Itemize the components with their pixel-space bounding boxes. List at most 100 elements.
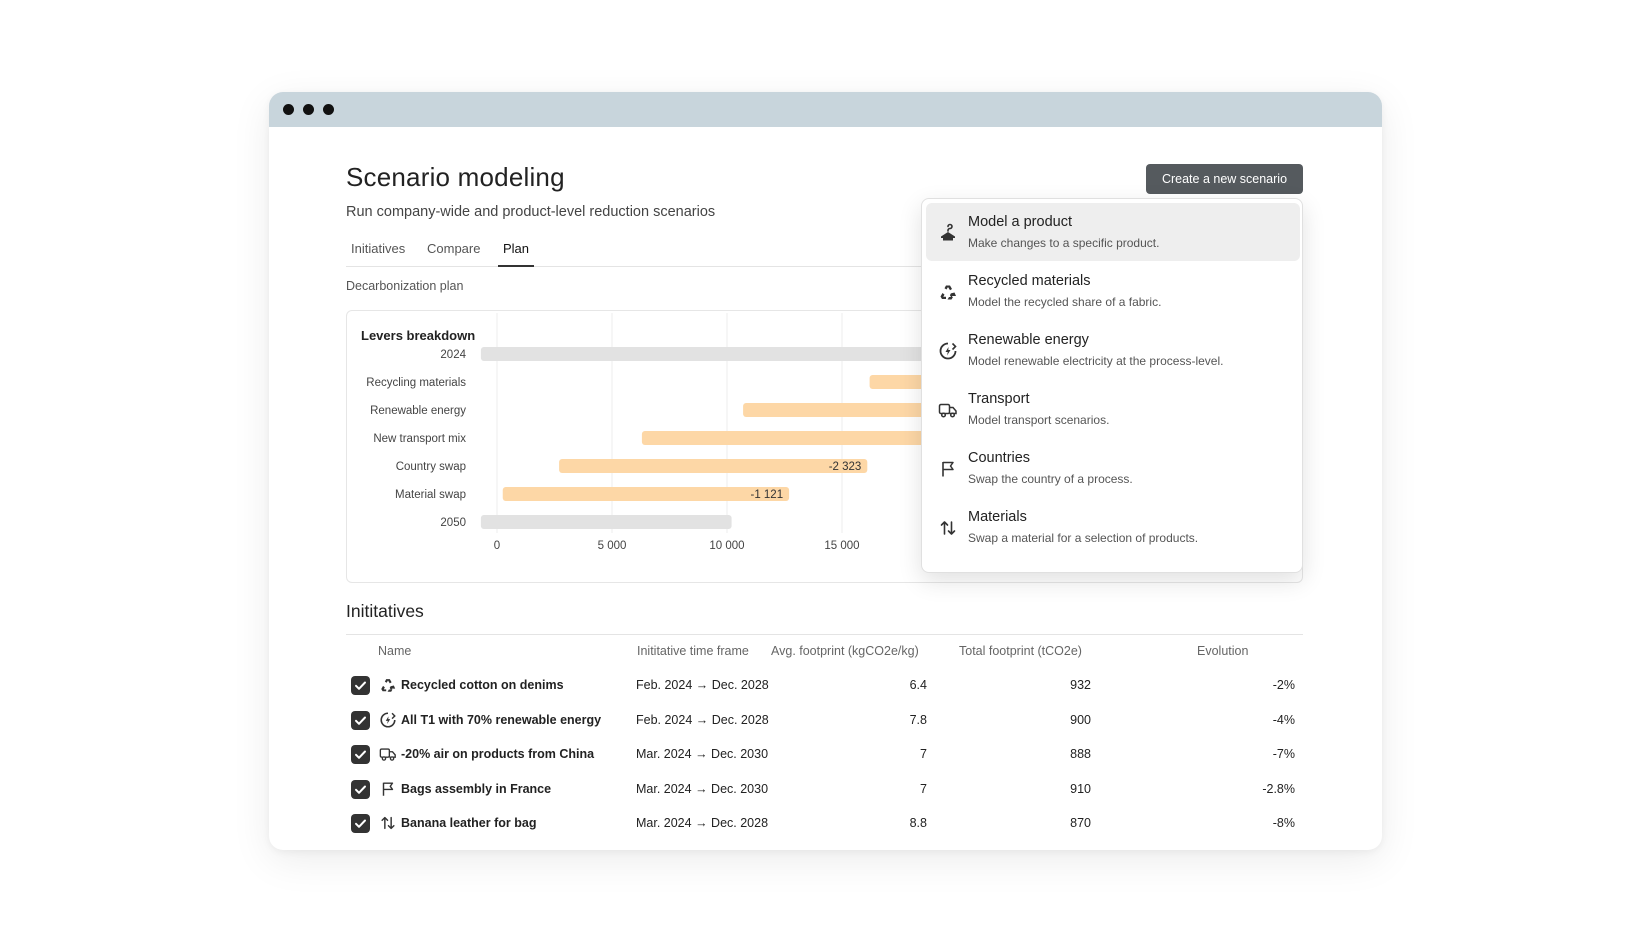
window-minimize-dot[interactable] (303, 104, 314, 115)
chart-category-label: Renewable energy (370, 405, 466, 417)
chart-tick-label: 5 000 (598, 540, 627, 552)
menu-item-title: Renewable energy (968, 332, 1089, 348)
menu-item-materials[interactable]: Materials Swap a material for a selection… (926, 498, 1300, 556)
table-row[interactable]: Banana leather for bag Mar. 2024 → Dec. 2… (346, 807, 1303, 843)
scenario-type-menu: Model a product Make changes to a specifi… (921, 198, 1303, 573)
column-header-name[interactable]: Name (378, 644, 412, 658)
row-checkbox[interactable] (351, 814, 370, 834)
initiative-name[interactable]: -20% air on products from China (401, 747, 595, 762)
menu-item-description: Swap the country of a process. (968, 472, 1133, 486)
row-checkbox[interactable] (351, 710, 370, 730)
tab-plan[interactable]: Plan (498, 237, 535, 267)
tab-bar: Initiatives Compare Plan (346, 237, 1303, 267)
flag-icon (938, 459, 958, 479)
chart-tick-label: 0 (494, 540, 500, 552)
initiative-timeframe: Mar. 2024 → Dec. 2030 (636, 781, 769, 796)
avg-footprint: 8.8 (909, 816, 927, 831)
chart-tick-label: 10 000 (709, 540, 744, 552)
evolution: -4% (1272, 712, 1295, 727)
recycle-icon (938, 282, 958, 302)
hanger-icon (938, 223, 958, 243)
flag-icon (379, 780, 397, 798)
initiative-timeframe: Feb. 2024 → Dec. 2028 (636, 678, 769, 692)
chart-category-label: Recycling materials (366, 377, 466, 389)
avg-footprint: 7 (920, 747, 927, 762)
chart-bar (502, 487, 790, 501)
renewable-energy-icon (938, 341, 958, 361)
chart-category-label: Material swap (395, 489, 466, 501)
tab-initiatives[interactable]: Initiatives (351, 241, 406, 256)
menu-item-transport[interactable]: Transport Model transport scenarios. (926, 380, 1300, 438)
swap-arrows-icon (938, 518, 958, 538)
initiative-name[interactable]: Banana leather for bag (401, 816, 537, 831)
chart-category-label: Country swap (396, 461, 466, 473)
menu-item-title: Model a product (968, 214, 1072, 230)
total-footprint: 932 (1070, 678, 1091, 692)
chart-data-label: -1 121 (750, 489, 783, 501)
app-window: Scenario modeling Run company-wide and p… (269, 92, 1382, 850)
chart-canvas: 2024 Recycling materials Renewable energy N… (366, 313, 957, 552)
initiative-name[interactable]: All T1 with 70% renewable energy (401, 712, 602, 727)
menu-item-description: Model the recycled share of a fabric. (968, 295, 1162, 309)
section-label: Decarbonization plan (346, 279, 464, 293)
total-footprint: 870 (1070, 816, 1091, 831)
chart-bar (743, 403, 957, 417)
initiative-timeframe: Mar. 2024 → Dec. 2030 (636, 747, 769, 762)
menu-item-title: Recycled materials (968, 273, 1091, 289)
evolution: -2.8% (1262, 781, 1295, 796)
row-checkbox[interactable] (351, 779, 370, 799)
menu-item-title: Countries (968, 450, 1031, 466)
evolution: -2% (1272, 678, 1295, 692)
table-row[interactable]: -20% air on products from China Mar. 2024… (346, 738, 1303, 774)
initiative-name[interactable]: Recycled cotton on denims (401, 678, 564, 692)
column-header-timeframe[interactable]: Inititative time frame (637, 644, 749, 658)
column-header-avg-footprint[interactable]: Avg. footprint (kgCO2e/kg) (771, 644, 919, 658)
menu-item-description: Swap a material for a selection of produ… (968, 531, 1199, 545)
column-header-total-footprint[interactable]: Total footprint (tCO2e) (959, 644, 1082, 658)
table-row[interactable]: Bags assembly in France Mar. 2024 → Dec. … (346, 773, 1303, 809)
table-row[interactable]: All T1 with 70% renewable energy Feb. 202… (346, 704, 1303, 740)
recycle-icon (379, 676, 397, 694)
chart-bar (559, 459, 868, 473)
avg-footprint: 7.8 (909, 712, 927, 727)
create-scenario-button[interactable]: Create a new scenario (1146, 164, 1303, 194)
column-header-evolution[interactable]: Evolution (1197, 644, 1249, 658)
total-footprint: 888 (1070, 747, 1091, 762)
initiatives-table-divider (346, 634, 1303, 635)
total-footprint: 910 (1070, 781, 1091, 796)
chart-tick-label: 15 000 (824, 540, 859, 552)
menu-item-model-a-product[interactable]: Model a product Make changes to a specifi… (926, 203, 1300, 261)
initiative-timeframe: Mar. 2024 → Dec. 2028 (636, 816, 769, 831)
tab-compare[interactable]: Compare (427, 241, 481, 256)
menu-item-renewable-energy[interactable]: Renewable energy Model renewable electric… (926, 321, 1300, 379)
total-footprint: 900 (1070, 712, 1091, 727)
menu-item-description: Model transport scenarios. (968, 413, 1110, 427)
initiative-name[interactable]: Bags assembly in France (401, 781, 552, 796)
row-checkbox[interactable] (351, 676, 370, 695)
chart-title: Levers breakdown (361, 328, 476, 343)
truck-icon (379, 745, 397, 763)
initiative-timeframe: Feb. 2024 → Dec. 2028 (636, 712, 769, 727)
chart-bar (480, 347, 957, 361)
row-checkbox[interactable] (351, 745, 370, 765)
window-close-dot[interactable] (283, 104, 294, 115)
avg-footprint: 6.4 (909, 678, 927, 692)
avg-footprint: 7 (920, 781, 927, 796)
page-subtitle: Run company-wide and product-level reduc… (346, 204, 716, 220)
menu-item-title: Materials (968, 509, 1027, 525)
swap-arrows-icon (379, 814, 397, 832)
chart-category-label: New transport mix (373, 433, 466, 445)
chart-bar (641, 431, 957, 445)
menu-item-recycled-materials[interactable]: Recycled materials Model the recycled sha… (926, 262, 1300, 320)
chart-data-label: -2 323 (829, 461, 862, 473)
truck-icon (938, 400, 958, 420)
menu-item-countries[interactable]: Countries Swap the country of a process. (926, 439, 1300, 497)
window-maximize-dot[interactable] (323, 104, 334, 115)
renewable-energy-icon (379, 711, 397, 729)
page-title: Scenario modeling (346, 162, 565, 192)
chart-category-label: 2024 (440, 349, 466, 361)
initiatives-title: Inititatives (346, 601, 424, 621)
menu-item-description: Make changes to a specific product. (968, 236, 1160, 250)
table-row[interactable]: Recycled cotton on denims Feb. 2024 → Dec… (346, 669, 1303, 705)
chart-bar (480, 515, 732, 529)
